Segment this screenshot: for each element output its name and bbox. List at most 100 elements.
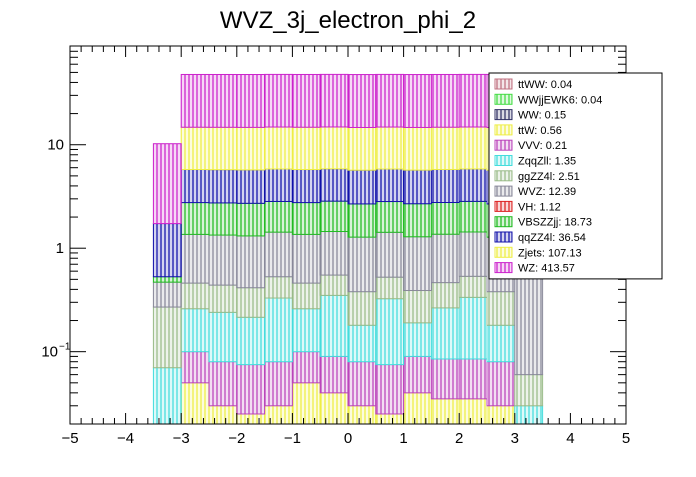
legend-entry: qqZZ4l: 36.54 bbox=[494, 231, 586, 244]
histogram-bars bbox=[152, 73, 544, 425]
legend-label: ggZZ4l: 2.51 bbox=[518, 171, 580, 183]
bar-segment bbox=[152, 143, 182, 225]
bar-segment bbox=[152, 276, 182, 283]
bar-segment bbox=[291, 308, 321, 353]
bar-segment bbox=[180, 382, 210, 425]
bar-segment bbox=[375, 231, 405, 278]
bar-segment bbox=[486, 361, 516, 407]
series-1 bbox=[180, 351, 516, 415]
bar-segment bbox=[236, 74, 266, 128]
legend-entry: WWjjEWK6: 0.04 bbox=[494, 93, 602, 106]
x-tick-label: −3 bbox=[173, 430, 190, 447]
legend-label: WVZ: 12.39 bbox=[518, 186, 576, 198]
legend-entry: WVZ: 12.39 bbox=[494, 185, 576, 198]
bar-segment bbox=[319, 231, 349, 276]
bar-segment bbox=[458, 73, 488, 128]
bar-segment bbox=[180, 308, 210, 353]
x-tick-label: 2 bbox=[455, 430, 463, 447]
bar-segment bbox=[458, 231, 488, 277]
bar-segment bbox=[180, 73, 210, 128]
bar-segment bbox=[264, 126, 293, 170]
bar-segment bbox=[514, 266, 544, 376]
y-tick-label: 10 bbox=[47, 137, 64, 154]
bar-segment bbox=[319, 355, 349, 394]
bar-segment bbox=[430, 73, 460, 128]
chart-title: WVZ_3j_electron_phi_2 bbox=[220, 7, 476, 34]
bar-segment bbox=[152, 281, 182, 308]
bar-segment bbox=[291, 351, 321, 384]
bar-segment bbox=[375, 298, 405, 366]
legend-swatch bbox=[494, 200, 513, 212]
bar-segment bbox=[375, 126, 405, 170]
bar-segment bbox=[458, 168, 488, 202]
bar-segment bbox=[458, 126, 488, 170]
legend-entry: VVV: 0.21 bbox=[494, 139, 567, 152]
bar-segment bbox=[264, 361, 293, 407]
bar-segment bbox=[430, 307, 460, 360]
legend-entry: Zjets: 107.13 bbox=[494, 246, 582, 259]
legend-label: ZqqZll: 1.35 bbox=[518, 156, 576, 168]
legend-label: ttW: 0.56 bbox=[518, 125, 562, 137]
bar-segment bbox=[403, 126, 432, 171]
x-tick-label: −1 bbox=[284, 430, 301, 447]
bar-segment bbox=[430, 202, 460, 235]
bar-segment bbox=[347, 203, 377, 238]
legend: ttWW: 0.04 WWjjEWK6: 0.04 WW: 0.15 ttW: 0.5… bbox=[488, 72, 663, 280]
bar-segment bbox=[208, 202, 238, 236]
bar-segment bbox=[347, 236, 377, 293]
y-tick-label: 1 bbox=[56, 240, 64, 257]
bar-segment bbox=[458, 358, 488, 400]
bar-segment bbox=[375, 276, 405, 300]
legend-label: VBSZZjj: 18.73 bbox=[518, 217, 592, 229]
bar-segment bbox=[208, 234, 238, 286]
bar-segment bbox=[347, 405, 377, 425]
bar-segment bbox=[291, 282, 321, 310]
bar-segment bbox=[403, 355, 432, 394]
bar-segment bbox=[375, 201, 405, 233]
legend-entry: ggZZ4l: 2.51 bbox=[494, 170, 580, 183]
bar-segment bbox=[208, 73, 238, 128]
legend-swatch bbox=[494, 155, 513, 166]
x-tick-label: −2 bbox=[228, 430, 245, 447]
bar-segment bbox=[403, 392, 432, 425]
legend-swatch bbox=[494, 216, 513, 228]
bar-segment bbox=[375, 73, 405, 128]
bar-segment bbox=[291, 233, 321, 284]
bar-segment bbox=[291, 126, 321, 171]
legend-swatch bbox=[494, 78, 513, 90]
x-tick-label: 1 bbox=[399, 430, 407, 447]
bar-segment bbox=[291, 202, 321, 235]
legend-entry: VBSZZjj: 18.73 bbox=[494, 216, 592, 229]
legend-label: WWjjEWK6: 0.04 bbox=[518, 94, 602, 106]
bar-segment bbox=[264, 297, 293, 363]
bar-segment bbox=[264, 405, 293, 425]
bar-segment bbox=[264, 168, 293, 202]
legend-swatch bbox=[494, 109, 513, 121]
bar-segment bbox=[375, 168, 405, 203]
x-tick-label: −4 bbox=[117, 430, 134, 447]
bar-segment bbox=[403, 322, 432, 357]
legend-swatch bbox=[494, 246, 513, 258]
legend-swatch bbox=[494, 262, 513, 274]
bar-segment bbox=[208, 126, 238, 171]
x-axis: −5 −4 −3 −2 −1 0 1 2 3 4 5 bbox=[61, 46, 630, 447]
bar-segment bbox=[319, 168, 349, 202]
bar-segment bbox=[319, 200, 349, 233]
series-0 bbox=[180, 382, 516, 425]
bar-segment bbox=[430, 282, 460, 309]
legend-swatch bbox=[494, 170, 513, 182]
bar-segment bbox=[180, 282, 210, 310]
legend-entry: ZqqZll: 1.35 bbox=[494, 155, 576, 168]
legend-swatch bbox=[494, 231, 513, 243]
bar-segment bbox=[514, 405, 544, 425]
bar-segment bbox=[208, 361, 238, 407]
bar-segment bbox=[319, 274, 349, 296]
bar-segment bbox=[236, 169, 266, 204]
bar-segment bbox=[430, 233, 460, 284]
bar-segment bbox=[430, 398, 460, 425]
bar-segment bbox=[236, 364, 266, 415]
bar-segment bbox=[319, 392, 349, 425]
